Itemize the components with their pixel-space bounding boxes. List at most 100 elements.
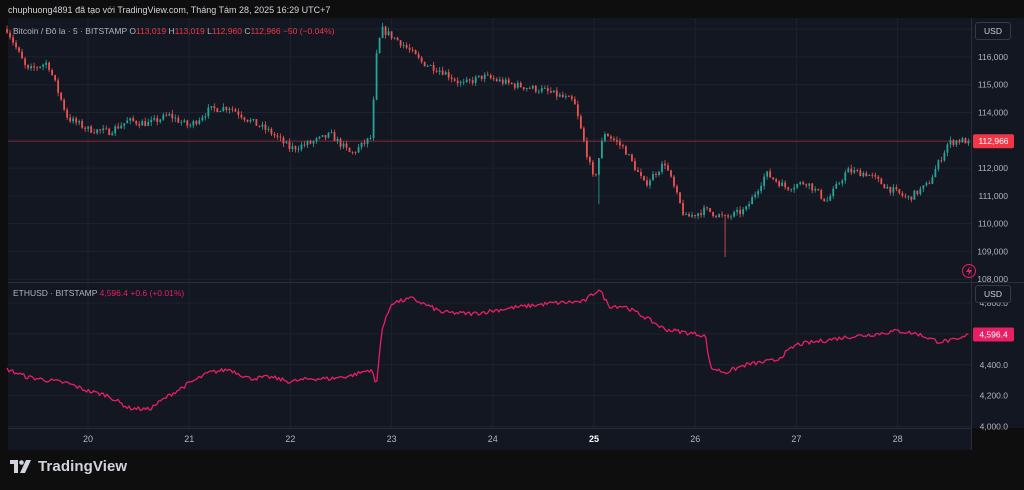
btc-candle-body [240,114,243,118]
btc-candle-body [871,174,874,176]
tradingview-logo[interactable]: TradingView [10,458,127,475]
btc-candle-body [531,85,534,89]
time-tick-label: 24 [488,434,498,444]
btc-candle-body [964,138,967,144]
eth-price-tick: 4,000.0 [980,421,1009,431]
btc-candle-body [865,172,868,176]
btc-candle-body [700,213,702,215]
btc-candle-body [889,186,892,193]
btc-candle-body [243,117,246,120]
btc-candle-body [673,176,675,187]
btc-candle-body [886,186,889,189]
btc-candle-body [859,170,862,177]
btc-candle-body [904,195,907,197]
btc-candle-body [628,154,630,156]
btc-candle-body [453,79,456,81]
btc-candle-body [820,190,823,199]
btc-candle-body [45,62,47,65]
btc-candle-body [537,91,540,93]
btc-candle-body [582,128,585,141]
btc-candle-body [931,177,934,184]
btc-candle-body [946,144,949,153]
btc-candle-body [330,132,333,133]
chart-svg[interactable]: 108,000 109,000 110,000 111,000 112,000 113,0… [0,18,1024,450]
tradingview-logo-icon [10,460,31,473]
btc-candle-body [297,149,300,151]
bolt-icon[interactable] [962,264,976,278]
eth-price-tick: 4,800.0 [980,298,1009,308]
btc-candle-body [880,178,883,185]
btc-candle-body [709,207,711,212]
btc-candle-body [429,65,432,66]
currency-button-btc[interactable]: USD [975,22,1011,40]
btc-candle-body [432,65,435,71]
btc-candle-body [781,182,784,187]
btc-candle-body [426,65,429,67]
btc-candle-body [393,37,396,39]
btc-candle-body [57,80,60,93]
btc-candle-body [919,188,922,195]
currency-button-eth[interactable]: USD [975,285,1011,303]
btc-candle-body [579,116,582,129]
btc-candle-body [718,214,720,217]
btc-candle-body [688,214,690,217]
eth-symbol: ETHUSD · BITSTAMP [13,288,98,298]
btc-candle-body [345,143,348,148]
btc-candle-body [826,200,829,202]
btc-candle-body [48,62,51,70]
btc-candle-body [141,121,144,126]
btc-open-value: 113,019 [136,26,167,36]
btc-candle-body [93,132,96,134]
btc-candle-body [862,172,865,177]
btc-candle-body [874,175,877,177]
btc-candle-body [652,174,654,181]
btc-candle-body [958,140,961,143]
btc-candle-body [489,75,492,79]
grid-lines [8,18,971,428]
btc-candle-body [916,190,919,195]
btc-candle-body [438,70,441,72]
time-axis-background [8,428,971,450]
btc-candle-body [156,118,159,122]
btc-candle-body [192,121,195,126]
btc-candle-body [658,171,660,176]
btc-high-value: 113,019 [174,26,205,36]
btc-candle-body [540,88,543,92]
btc-candle-body [558,94,561,97]
btc-candle-body [396,37,399,41]
btc-candle-body [829,196,832,201]
btc-candle-body [144,121,147,126]
btc-candle-body [549,90,552,93]
btc-candle-body [327,132,330,138]
btc-candle-body [552,90,555,93]
price-tags: 112,966 4,596.4 [973,134,1014,342]
btc-candle-body [739,209,742,214]
btc-candle-body [237,111,240,115]
btc-candle-body [640,171,642,176]
btc-candle-body [495,79,498,82]
btc-candle-body [895,187,898,190]
btc-candle-body [703,207,705,215]
btc-candle-body [570,96,573,99]
btc-candle-body [928,183,931,184]
btc-candle-body [210,106,213,108]
btc-candle-body [294,146,297,150]
btc-candle-body [354,152,357,153]
chart-area[interactable]: 108,000 109,000 110,000 111,000 112,000 113,0… [0,18,1024,450]
btc-candle-body [342,143,345,147]
btc-candle-body [754,194,757,198]
btc-candle-body [510,82,513,84]
btc-candle-body [655,174,657,176]
btc-candle-body [832,188,835,197]
btc-candle-body [333,132,336,141]
btc-candle-body [456,80,459,84]
btc-price-tick: 108,000 [977,274,1008,284]
btc-candle-body [847,168,850,173]
btc-candle-body [706,207,708,209]
btc-candle-body [387,31,390,35]
btc-candle-body [363,142,366,144]
btc-candle-body [135,121,138,124]
btc-candle-body [99,129,102,131]
btc-candle-body [51,69,54,75]
btc-candle-body [447,72,450,78]
